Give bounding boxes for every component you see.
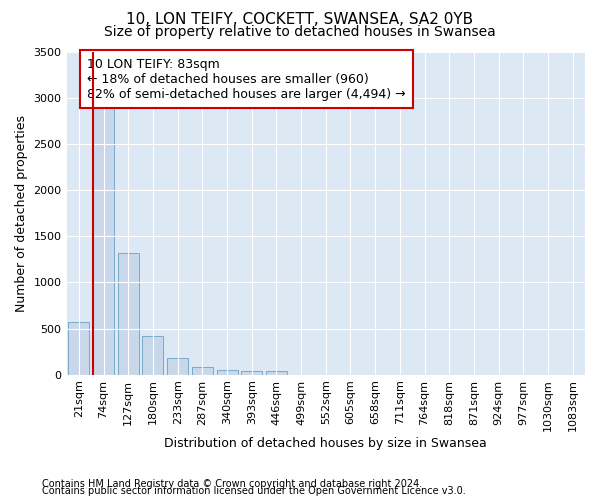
Text: Size of property relative to detached houses in Swansea: Size of property relative to detached ho… bbox=[104, 25, 496, 39]
Bar bbox=[118, 253, 139, 374]
Text: 10 LON TEIFY: 83sqm
← 18% of detached houses are smaller (960)
82% of semi-detac: 10 LON TEIFY: 83sqm ← 18% of detached ho… bbox=[87, 58, 406, 101]
Bar bbox=[93, 106, 114, 374]
Text: 10, LON TEIFY, COCKETT, SWANSEA, SA2 0YB: 10, LON TEIFY, COCKETT, SWANSEA, SA2 0YB bbox=[127, 12, 473, 28]
Bar bbox=[68, 322, 89, 374]
Bar bbox=[217, 370, 238, 374]
Bar bbox=[167, 358, 188, 374]
Bar bbox=[266, 372, 287, 374]
Text: Contains public sector information licensed under the Open Government Licence v3: Contains public sector information licen… bbox=[42, 486, 466, 496]
Bar bbox=[192, 368, 213, 374]
X-axis label: Distribution of detached houses by size in Swansea: Distribution of detached houses by size … bbox=[164, 437, 487, 450]
Bar bbox=[142, 336, 163, 374]
Y-axis label: Number of detached properties: Number of detached properties bbox=[15, 114, 28, 312]
Bar bbox=[241, 371, 262, 374]
Text: Contains HM Land Registry data © Crown copyright and database right 2024.: Contains HM Land Registry data © Crown c… bbox=[42, 479, 422, 489]
